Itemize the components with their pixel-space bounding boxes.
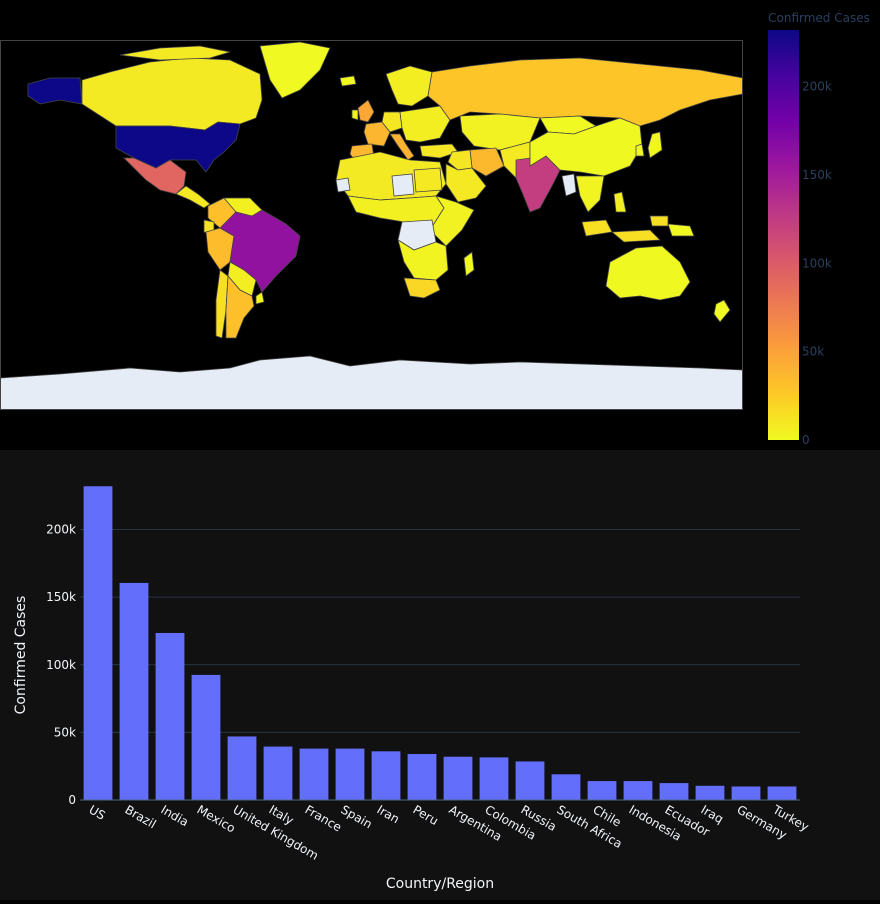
country-antarctica[interactable] — [0, 355, 743, 410]
bar[interactable] — [335, 748, 365, 800]
x-tick-label: Brazil — [123, 802, 159, 831]
bar[interactable] — [695, 785, 725, 800]
country-iceland[interactable] — [339, 75, 357, 87]
country-argentina[interactable] — [225, 274, 255, 339]
country-russia[interactable] — [427, 57, 743, 127]
y-axis-ticks: 0 50k 100k 150k 200k — [46, 523, 76, 807]
bar[interactable] — [731, 786, 761, 800]
colorbar-tick-label: 50k — [802, 345, 824, 359]
bar[interactable] — [407, 754, 437, 800]
bar[interactable] — [587, 781, 617, 800]
colorbar-tick-label: 0 — [802, 433, 810, 447]
country-madagascar[interactable] — [463, 251, 475, 277]
y-tick-label: 50k — [54, 725, 76, 739]
country-png[interactable] — [667, 223, 695, 237]
x-tick-label: Iran — [375, 802, 402, 826]
colorbar-tick-label: 100k — [802, 256, 832, 270]
country-myanmar[interactable] — [561, 173, 577, 197]
country-mexico[interactable] — [123, 157, 187, 195]
country-italy[interactable] — [389, 133, 415, 161]
bar[interactable] — [443, 756, 473, 800]
y-axis-label: Confirmed Cases — [13, 596, 29, 715]
x-tick-label: Mexico — [195, 802, 238, 835]
colorbar-tick-label: 150k — [802, 168, 832, 182]
country-southeast-asia[interactable] — [575, 175, 605, 213]
bar[interactable] — [119, 582, 149, 800]
country-arabia[interactable] — [445, 163, 487, 203]
map-countries-layer — [0, 41, 743, 410]
bar[interactable] — [155, 632, 185, 800]
country-southern-africa[interactable] — [397, 239, 449, 281]
choropleth-map-panel: Confirmed Cases 0 50k 100k 150k 200k — [0, 0, 880, 450]
x-tick-label: US — [87, 802, 108, 822]
bar[interactable] — [371, 751, 401, 800]
bar[interactable] — [227, 736, 257, 800]
map-frame — [0, 40, 743, 410]
x-tick-label: France — [303, 802, 345, 834]
x-tick-label: India — [159, 802, 192, 829]
country-united-kingdom[interactable] — [357, 99, 375, 123]
country-scandinavia[interactable] — [385, 65, 433, 107]
country-east-africa[interactable] — [429, 195, 475, 247]
x-tick-label: Peru — [411, 802, 441, 827]
country-greenland[interactable] — [259, 41, 331, 99]
colorbar-title: Confirmed Cases — [768, 11, 870, 25]
colorbar[interactable] — [768, 30, 799, 440]
country-us-alaska[interactable] — [27, 77, 83, 105]
country-germany[interactable] — [381, 111, 403, 133]
country-uruguay[interactable] — [255, 291, 265, 305]
colorbar-tick-label: 200k — [802, 80, 832, 94]
bar[interactable] — [299, 748, 329, 800]
bar[interactable] — [515, 761, 545, 800]
bars — [83, 486, 797, 800]
y-tick-label: 200k — [46, 523, 76, 537]
country-canada-islands[interactable] — [119, 45, 231, 61]
bar-grid — [80, 529, 800, 733]
country-philippines[interactable] — [613, 191, 627, 213]
country-south-africa[interactable] — [403, 277, 441, 299]
bar[interactable] — [767, 786, 797, 800]
country-turkey[interactable] — [419, 143, 459, 159]
country-japan[interactable] — [647, 131, 663, 159]
bar[interactable] — [263, 746, 293, 800]
bar[interactable] — [551, 774, 581, 800]
country-central-america[interactable] — [175, 185, 211, 209]
country-australia[interactable] — [605, 245, 691, 301]
country-korea[interactable] — [635, 143, 645, 157]
bar[interactable] — [83, 486, 113, 800]
country-egypt[interactable] — [413, 167, 443, 193]
y-tick-label: 150k — [46, 590, 76, 604]
x-tick-label: Spain — [339, 802, 375, 831]
country-ireland[interactable] — [351, 109, 359, 121]
country-indonesia[interactable] — [581, 215, 669, 243]
choropleth-map[interactable]: Confirmed Cases 0 50k 100k 150k 200k — [0, 0, 880, 450]
bar[interactable] — [623, 781, 653, 800]
x-axis-label: Country/Region — [386, 876, 494, 892]
country-new-zealand[interactable] — [713, 299, 731, 323]
country-libya[interactable] — [391, 173, 415, 197]
colorbar-ticks: 0 50k 100k 150k 200k — [802, 80, 832, 447]
bar-chart-panel: 0 50k 100k 150k 200k US Brazil India Mexico Unit… — [0, 450, 880, 900]
y-tick-label: 0 — [68, 793, 76, 807]
bar[interactable] — [659, 783, 689, 800]
y-tick-label: 100k — [46, 658, 76, 672]
bar[interactable] — [191, 674, 221, 800]
country-western-sahara[interactable] — [335, 177, 351, 193]
bar[interactable] — [479, 757, 509, 800]
